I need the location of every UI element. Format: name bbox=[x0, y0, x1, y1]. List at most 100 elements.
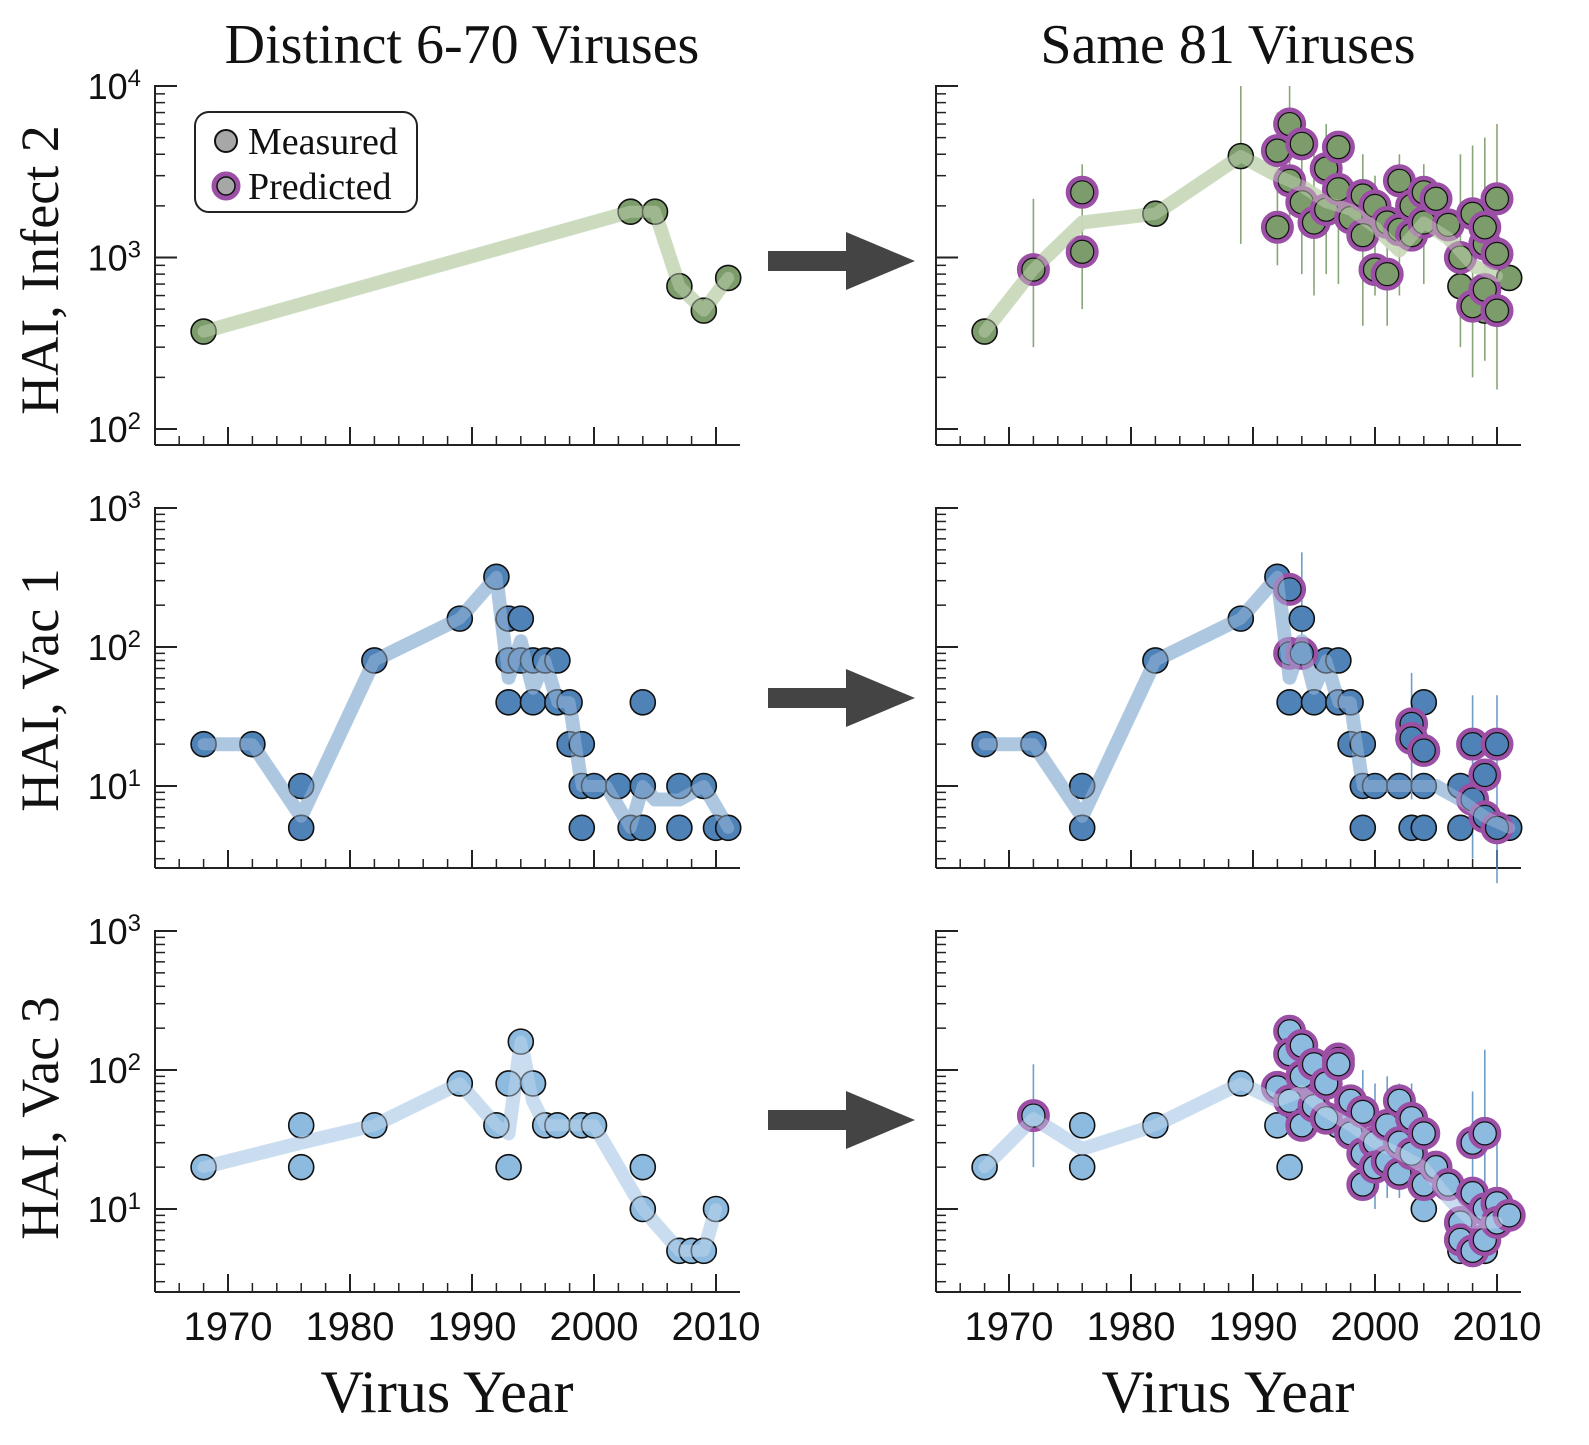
predicted-point bbox=[1260, 210, 1294, 244]
predicted-point-core bbox=[1448, 245, 1473, 270]
measured-point bbox=[446, 605, 474, 632]
trend-line-overlay bbox=[197, 570, 735, 834]
column-title-left: Distinct 6-70 Viruses bbox=[225, 14, 700, 76]
legend-measured-marker bbox=[214, 129, 238, 153]
predicted-point-core bbox=[1289, 641, 1314, 666]
predicted-point-core bbox=[1484, 815, 1510, 840]
x-tick-label: 2000 bbox=[1331, 1305, 1420, 1349]
y-tick-label: 101 bbox=[88, 1188, 141, 1231]
measured-point bbox=[1276, 1153, 1303, 1181]
measured-point bbox=[507, 605, 535, 632]
predicted-point bbox=[1285, 127, 1319, 161]
measured-point bbox=[714, 264, 742, 292]
measured-point bbox=[666, 272, 693, 300]
measured-point bbox=[1349, 814, 1377, 842]
measured-point bbox=[629, 772, 657, 800]
panel-1-left: 104 103 102 bbox=[88, 65, 742, 451]
predicted-point bbox=[1309, 1101, 1343, 1135]
x-tick-label: 1990 bbox=[1209, 1305, 1298, 1349]
y-tick-label: 103 bbox=[88, 487, 141, 530]
predicted-point-core bbox=[1277, 577, 1302, 602]
predicted-point bbox=[1321, 1047, 1355, 1081]
y-tick-label: 103 bbox=[88, 236, 141, 279]
arrow-row-2 bbox=[768, 669, 915, 727]
measured-point bbox=[287, 772, 315, 800]
predicted-point-core bbox=[1375, 262, 1400, 287]
predicted-point-core bbox=[1411, 1121, 1436, 1146]
predicted-point-core bbox=[1387, 168, 1412, 193]
predicted-point bbox=[1407, 1116, 1441, 1150]
measured-point bbox=[483, 1112, 510, 1139]
predicted-point bbox=[1468, 1116, 1502, 1150]
predicted-point bbox=[1065, 235, 1099, 269]
predicted-point bbox=[1480, 182, 1514, 216]
measured-point bbox=[507, 1028, 535, 1055]
predicted-point bbox=[1480, 727, 1514, 761]
predicted-point-core bbox=[1289, 131, 1314, 156]
predicted-point-core bbox=[1350, 223, 1375, 248]
row-ylabel-infect2: HAI, Infect 2 bbox=[10, 125, 70, 414]
trend-line-overlay bbox=[197, 1035, 722, 1257]
x-tick-label: 2010 bbox=[672, 1305, 761, 1349]
panel-3-right: 1970 1980 1990 2000 2010 bbox=[935, 930, 1541, 1349]
measured-point bbox=[190, 1153, 217, 1181]
measured-point bbox=[1325, 647, 1352, 674]
row-ylabel-vac1: HAI, Vac 1 bbox=[10, 568, 70, 811]
predicted-point bbox=[1065, 175, 1099, 209]
measured-point bbox=[190, 318, 217, 345]
measured-point bbox=[287, 1153, 315, 1181]
measured-point bbox=[495, 1153, 522, 1181]
measured-point bbox=[556, 689, 583, 716]
y-tick-label: 102 bbox=[88, 1049, 141, 1092]
trend-line bbox=[196, 1034, 723, 1258]
predicted-point-core bbox=[1070, 239, 1095, 264]
measured-point bbox=[1349, 730, 1377, 758]
predicted-point-core bbox=[1070, 180, 1095, 205]
measured-point bbox=[1142, 200, 1169, 228]
measured-point bbox=[1337, 689, 1364, 716]
measured-point bbox=[1068, 772, 1096, 800]
measured-point bbox=[544, 647, 571, 674]
measured-point bbox=[1020, 730, 1047, 758]
panel-3-left: 103 102 101 1970 1980 1990 2000 2010 bbox=[88, 910, 761, 1350]
y-tick-label: 104 bbox=[88, 65, 141, 108]
predicted-point bbox=[1443, 241, 1477, 274]
predicted-point bbox=[1346, 1095, 1380, 1129]
x-tick-label: 1980 bbox=[306, 1305, 395, 1349]
measured-point bbox=[1142, 647, 1169, 674]
y-tick-label: 103 bbox=[88, 910, 141, 953]
y-tick-label: 102 bbox=[88, 408, 141, 451]
measured-point bbox=[361, 647, 388, 674]
measured-point bbox=[714, 814, 742, 842]
x-tick-label: 2000 bbox=[550, 1305, 639, 1349]
panel-2-right bbox=[935, 507, 1523, 884]
predicted-point-core bbox=[1472, 215, 1497, 240]
predicted-point-core bbox=[1265, 215, 1290, 240]
predicted-point bbox=[1016, 1099, 1050, 1133]
trend-line-overlay bbox=[978, 1077, 1503, 1229]
legend: Measured Predicted bbox=[194, 111, 418, 213]
predicted-point-core bbox=[1350, 1099, 1375, 1124]
measured-point bbox=[1227, 142, 1255, 170]
measured-point bbox=[971, 730, 998, 758]
measured-point bbox=[629, 689, 657, 716]
predicted-point bbox=[1273, 572, 1307, 606]
legend-measured-label: Measured bbox=[248, 121, 398, 163]
measured-point bbox=[1227, 1070, 1255, 1097]
predicted-point-core bbox=[1411, 738, 1436, 763]
predicted-point-core bbox=[1326, 1052, 1351, 1077]
predicted-point-core bbox=[1021, 1103, 1046, 1128]
column-title-right: Same 81 Viruses bbox=[1040, 14, 1415, 76]
predicted-point-core bbox=[1484, 298, 1510, 323]
measured-point bbox=[629, 814, 657, 842]
measured-point bbox=[690, 297, 718, 324]
measured-point bbox=[1410, 772, 1438, 800]
measured-point bbox=[1068, 1153, 1096, 1181]
predicted-point-core bbox=[1484, 186, 1510, 211]
measured-point bbox=[568, 730, 596, 758]
measured-point bbox=[1288, 605, 1316, 632]
predicted-point bbox=[1321, 130, 1355, 164]
measured-point bbox=[287, 814, 315, 842]
legend-box bbox=[194, 111, 418, 213]
trend-line-overlay bbox=[978, 150, 1503, 338]
